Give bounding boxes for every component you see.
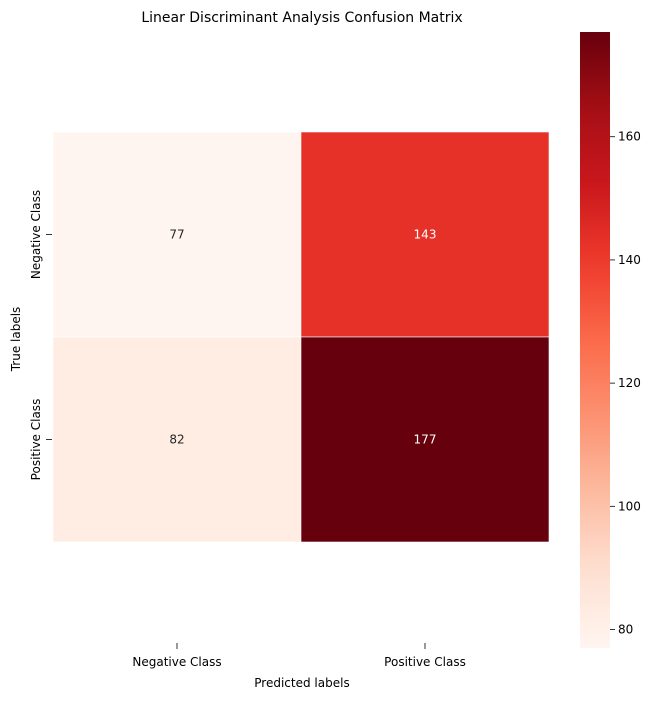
y-axis-label: True labels (9, 307, 23, 373)
x-tick-label: Positive Class (384, 655, 466, 669)
y-tick-label: Negative Class (29, 190, 43, 279)
y-tick-label: Positive Class (29, 399, 43, 481)
colorbar-tick-label: 80 (618, 623, 633, 637)
heatmap-cell (52, 336, 302, 543)
x-axis-ticks: Negative Class Positive Class (132, 643, 466, 669)
cell-value-label: 143 (414, 228, 437, 242)
colorbar-tick-label: 140 (618, 253, 641, 267)
cell-value-label: 82 (169, 433, 184, 447)
heatmap-cells (52, 131, 550, 543)
x-tick-label: Negative Class (132, 655, 221, 669)
chart-title: Linear Discriminant Analysis Confusion M… (141, 10, 462, 26)
x-axis-label: Predicted labels (254, 676, 349, 690)
y-axis-ticks: Negative Class Positive Class (29, 190, 52, 480)
colorbar-tick-label: 120 (618, 376, 641, 390)
cell-annotations: 77 143 82 177 (169, 228, 436, 447)
heatmap-cell (300, 131, 550, 338)
heatmap-cell (52, 131, 302, 338)
cell-value-label: 177 (414, 433, 437, 447)
colorbar-tick-label: 100 (618, 499, 641, 513)
heatmap-cell (300, 336, 550, 543)
colorbar-tick-label: 160 (618, 130, 641, 144)
colorbar-ticks: 80 100 120 140 160 (610, 130, 641, 637)
cell-value-label: 77 (169, 228, 184, 242)
colorbar (580, 32, 610, 648)
